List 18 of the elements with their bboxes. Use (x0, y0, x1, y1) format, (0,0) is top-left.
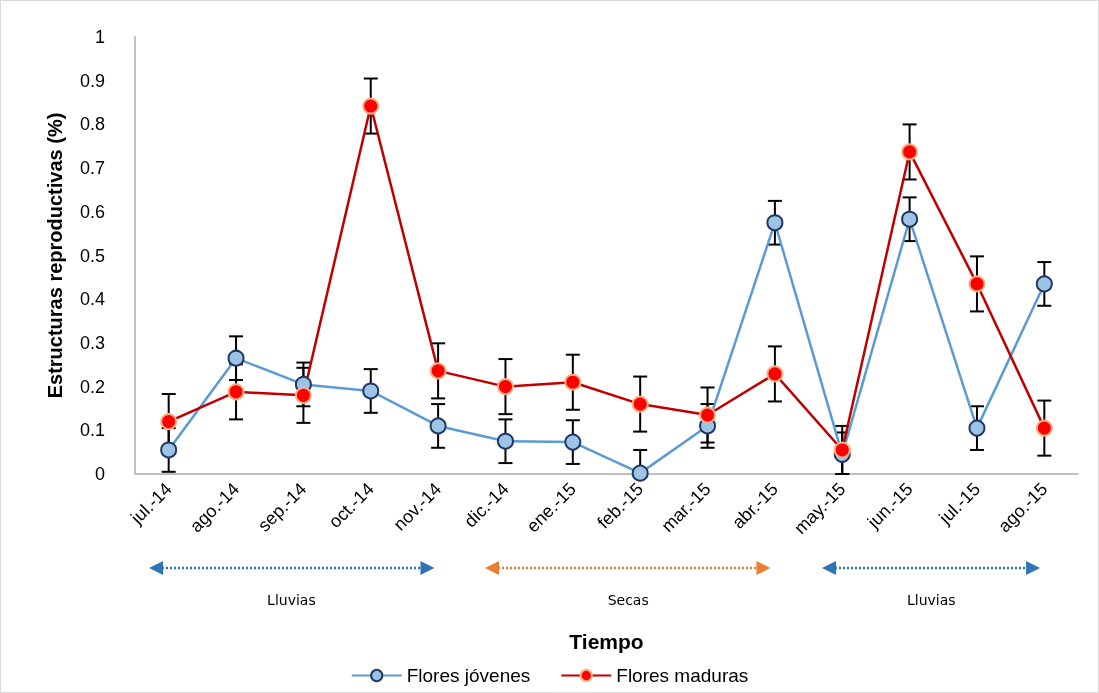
legend-label: Flores maduras (616, 665, 749, 686)
y-tick-label: 0.3 (79, 332, 105, 353)
legend-label: Flores jóvenes (406, 665, 531, 686)
y-tick-label: 0.8 (79, 114, 105, 135)
y-tick-label: 0.4 (79, 289, 105, 310)
text: Lluvias (267, 592, 316, 608)
y-tick-label: 0.5 (79, 245, 105, 266)
y-tick-label: 0.6 (79, 201, 105, 222)
text: Lluvias (906, 592, 956, 608)
x-axis-title: Tiempo (569, 630, 644, 653)
y-tick-label: 0.2 (79, 376, 105, 397)
y-tick-label: 0.7 (79, 158, 105, 179)
text: Secas (607, 592, 649, 608)
y-tick-label: 0.9 (79, 70, 105, 91)
y-tick-label: 0 (94, 464, 105, 484)
y-tick-label: 1 (94, 27, 105, 47)
y-axis-title: Estructuras reproductivas (%) (44, 112, 66, 399)
y-tick-label: 0.1 (79, 420, 105, 441)
